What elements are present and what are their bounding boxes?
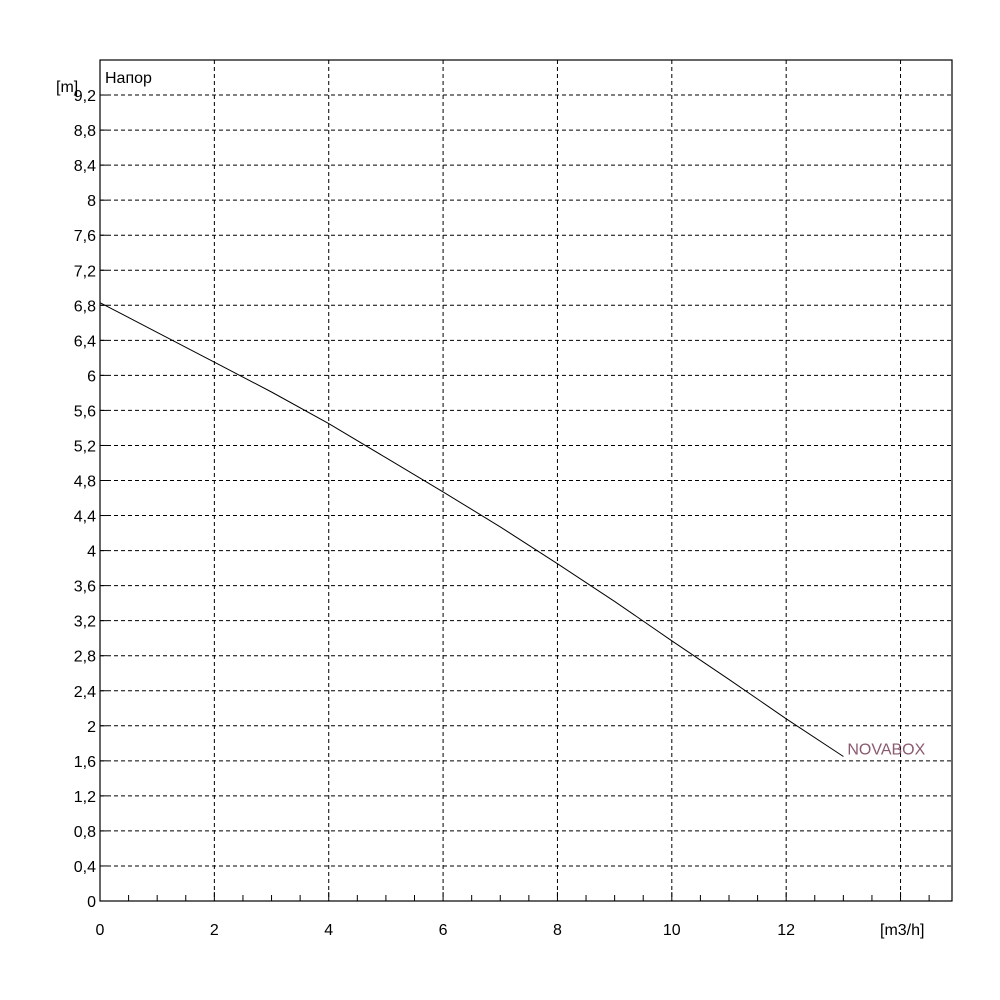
y-tick-label: 7,2: [74, 263, 96, 280]
y-tick-label: 0: [87, 894, 96, 911]
x-tick-label: 6: [439, 922, 448, 939]
y-tick-label: 0,4: [74, 859, 96, 876]
y-tick-label: 4,8: [74, 474, 96, 491]
y-tick-label: 6,8: [74, 298, 96, 315]
y-tick-label: 3,2: [74, 614, 96, 631]
y-tick-label: 4,4: [74, 509, 96, 526]
y-tick-label: 1,6: [74, 754, 96, 771]
x-tick-label: 2: [210, 922, 219, 939]
y-tick-label: 4: [87, 544, 96, 561]
y-tick-label: 2: [87, 719, 96, 736]
series-line-novabox: [99, 302, 844, 757]
plot-frame: [99, 59, 953, 902]
y-tick-label: 7,6: [74, 228, 96, 245]
y-axis-unit: [m]: [56, 79, 78, 96]
grid-layer: [100, 60, 952, 901]
y-tick-label: 0,8: [74, 824, 96, 841]
y-tick-label: 2,8: [74, 649, 96, 666]
y-tick-label: 6: [87, 368, 96, 385]
y-tick-label: 5,6: [74, 403, 96, 420]
x-tick-label: 10: [663, 922, 681, 939]
y-tick-label: 8,8: [74, 123, 96, 140]
y-tick-label: 5,2: [74, 438, 96, 455]
x-tick-label: 0: [96, 922, 105, 939]
y-tick-label: 6,4: [74, 333, 96, 350]
series-label-novabox: NOVABOX: [847, 741, 925, 758]
x-axis-unit: [m3/h]: [880, 922, 924, 939]
y-tick-label: 8,4: [74, 158, 96, 175]
minor-ticks: [99, 94, 930, 902]
y-tick-label: 9,2: [74, 88, 96, 105]
y-tick-labels: 0 0,4 0,8 1,2 1,6 2 2,4 2,8 3,2 3,6 4 4,4 4,8 5,2 5,6 6…: [74, 88, 96, 911]
y-tick-label: 1,2: [74, 789, 96, 806]
y-tick-label: 8: [87, 193, 96, 210]
x-tick-labels: 0 2 4 6 8 10 12: [96, 922, 796, 939]
y-tick-label: 3,6: [74, 579, 96, 596]
x-tick-label: 12: [777, 922, 795, 939]
y-axis-title: Напор: [105, 70, 152, 87]
x-tick-label: 8: [553, 922, 562, 939]
curves: NOVABOX: [99, 302, 926, 758]
x-tick-label: 4: [324, 922, 333, 939]
y-tick-label: 2,4: [74, 684, 96, 701]
